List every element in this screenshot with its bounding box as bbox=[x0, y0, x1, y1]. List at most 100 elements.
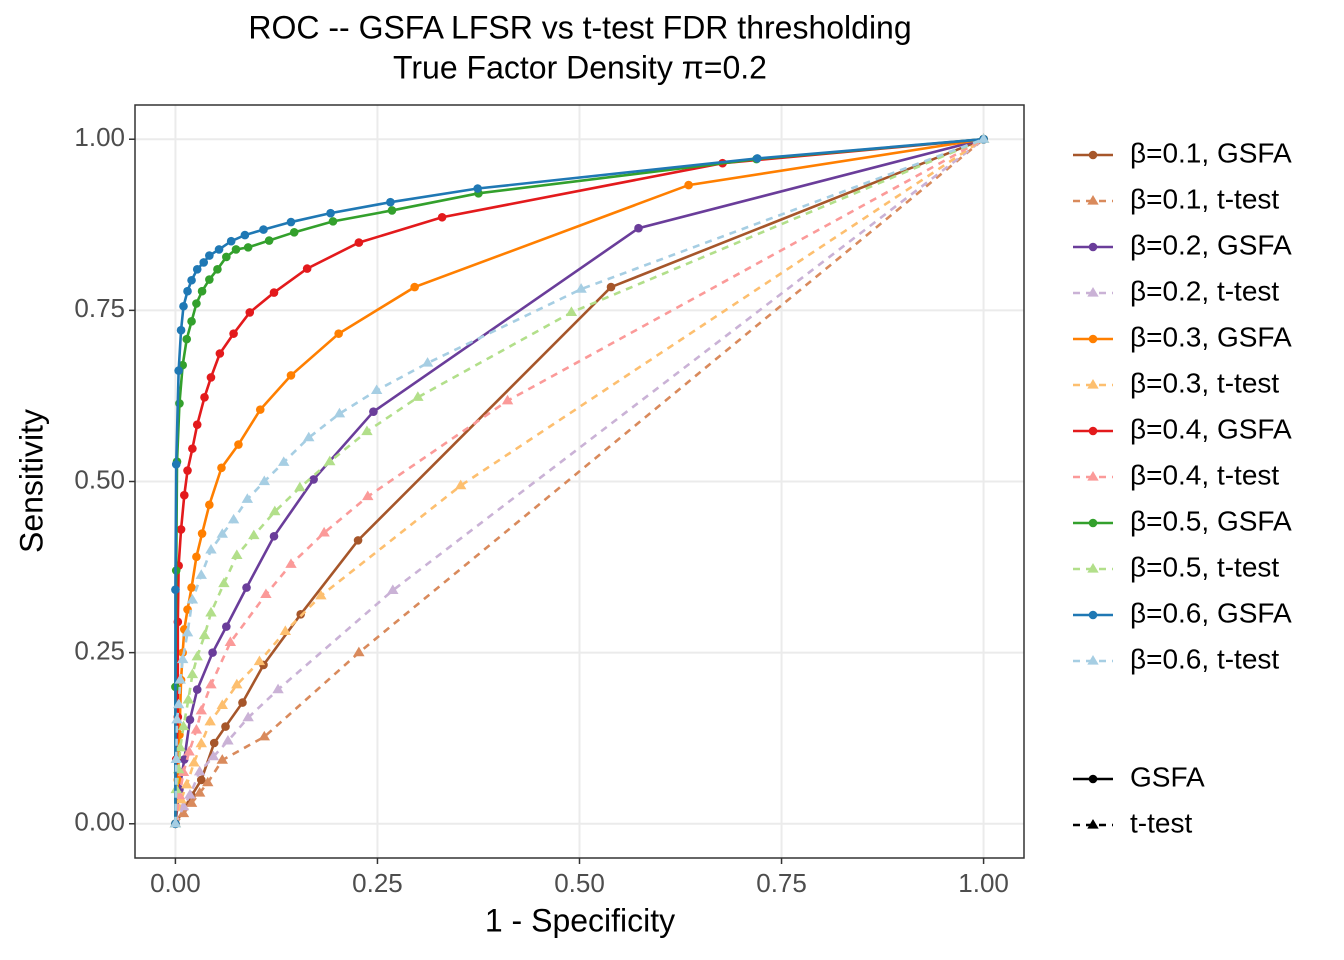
point bbox=[195, 704, 207, 715]
point bbox=[279, 625, 292, 636]
point bbox=[174, 741, 186, 752]
point bbox=[226, 236, 236, 246]
legend-label: β=0.4, GSFA bbox=[1130, 413, 1292, 444]
legend-label: β=0.6, GSFA bbox=[1130, 597, 1292, 628]
point bbox=[264, 236, 274, 245]
legend-marker bbox=[1088, 150, 1098, 160]
legend-marker bbox=[1087, 287, 1099, 297]
point bbox=[333, 407, 346, 418]
point bbox=[177, 800, 190, 811]
point bbox=[207, 750, 220, 761]
point bbox=[179, 301, 188, 311]
point bbox=[248, 529, 260, 540]
point bbox=[183, 466, 192, 475]
point bbox=[977, 133, 990, 143]
point bbox=[231, 678, 243, 689]
point bbox=[634, 223, 643, 233]
point bbox=[177, 766, 190, 777]
point bbox=[205, 678, 217, 689]
point bbox=[387, 206, 397, 215]
legend-marker bbox=[1088, 242, 1098, 252]
point bbox=[387, 584, 399, 594]
point bbox=[238, 698, 247, 707]
point bbox=[229, 329, 238, 338]
point bbox=[174, 674, 186, 684]
point bbox=[205, 275, 214, 284]
y-tick-label: 0.00 bbox=[74, 807, 125, 837]
point bbox=[315, 589, 327, 600]
point bbox=[242, 583, 251, 592]
point bbox=[195, 737, 207, 748]
point bbox=[412, 391, 424, 401]
legend-marker bbox=[1088, 334, 1098, 344]
point bbox=[289, 228, 299, 237]
point bbox=[192, 264, 202, 274]
point bbox=[245, 308, 255, 317]
point bbox=[205, 543, 217, 554]
point bbox=[421, 357, 434, 367]
point bbox=[185, 797, 198, 807]
point bbox=[205, 251, 214, 260]
point bbox=[253, 655, 266, 666]
point bbox=[255, 405, 265, 414]
point bbox=[353, 646, 365, 657]
legend-label: β=0.6, t-test bbox=[1130, 643, 1279, 674]
point bbox=[437, 212, 447, 222]
point bbox=[354, 238, 364, 247]
x-tick-label: 0.25 bbox=[352, 868, 403, 898]
point bbox=[209, 738, 219, 748]
point bbox=[191, 650, 203, 661]
point bbox=[353, 536, 363, 545]
legend-marker bbox=[1088, 426, 1098, 436]
point bbox=[197, 529, 207, 538]
point bbox=[196, 775, 206, 785]
point bbox=[473, 184, 482, 193]
legend-label: β=0.3, t-test bbox=[1130, 367, 1279, 398]
legend-marker bbox=[1087, 195, 1099, 205]
point bbox=[185, 715, 195, 725]
x-tick-label: 0.75 bbox=[756, 868, 807, 898]
legend-marker bbox=[1087, 655, 1099, 665]
legend-label: β=0.2, GSFA bbox=[1130, 229, 1292, 260]
point bbox=[186, 668, 199, 679]
point bbox=[174, 366, 183, 375]
point bbox=[192, 685, 202, 694]
point bbox=[218, 577, 230, 588]
point bbox=[227, 513, 240, 524]
point bbox=[285, 558, 297, 568]
point bbox=[187, 583, 196, 592]
point bbox=[222, 252, 231, 262]
point bbox=[171, 713, 183, 724]
point bbox=[328, 217, 338, 226]
point bbox=[231, 245, 241, 254]
point bbox=[188, 444, 197, 453]
legend-label: β=0.1, GSFA bbox=[1130, 137, 1292, 168]
point bbox=[177, 807, 190, 818]
point bbox=[259, 225, 268, 234]
point bbox=[192, 552, 201, 562]
point bbox=[182, 693, 195, 704]
point bbox=[171, 585, 180, 594]
point bbox=[258, 730, 271, 741]
point bbox=[183, 286, 192, 296]
legend-label: t-test bbox=[1130, 807, 1192, 838]
point bbox=[334, 329, 343, 338]
legend-label: β=0.5, GSFA bbox=[1130, 505, 1292, 536]
point bbox=[269, 505, 281, 516]
point bbox=[193, 765, 206, 776]
point bbox=[204, 715, 216, 726]
point bbox=[216, 699, 228, 709]
point bbox=[234, 440, 243, 449]
legend-marker bbox=[1087, 563, 1099, 573]
y-tick-label: 0.50 bbox=[74, 464, 125, 494]
plot-border bbox=[134, 104, 1025, 859]
point bbox=[575, 283, 587, 293]
point bbox=[188, 756, 200, 767]
point bbox=[193, 786, 206, 797]
point bbox=[260, 588, 272, 599]
legend-marker bbox=[1088, 610, 1098, 620]
point bbox=[369, 407, 378, 416]
point bbox=[187, 317, 196, 326]
point bbox=[309, 475, 318, 484]
